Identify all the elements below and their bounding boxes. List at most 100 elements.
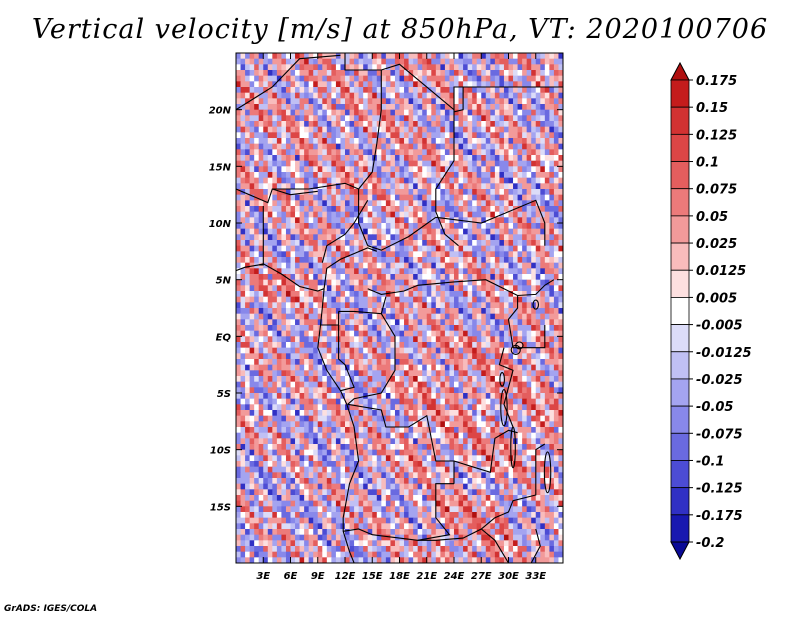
- field-cell: [540, 376, 546, 383]
- field-cell: [390, 228, 396, 235]
- field-cell: [267, 336, 273, 343]
- field-cell: [390, 336, 396, 343]
- field-cell: [304, 155, 310, 162]
- field-cell: [526, 285, 532, 292]
- field-cell: [267, 155, 273, 162]
- field-cell: [422, 370, 428, 377]
- field-cell: [249, 98, 255, 105]
- field-cell: [254, 64, 260, 71]
- field-cell: [508, 228, 514, 235]
- field-cell: [249, 319, 255, 326]
- field-cell: [431, 336, 437, 343]
- field-cell: [272, 274, 278, 281]
- field-cell: [358, 257, 364, 264]
- field-cell: [503, 438, 509, 445]
- field-cell: [267, 70, 273, 77]
- field-cell: [317, 353, 323, 360]
- field-cell: [340, 132, 346, 139]
- field-cell: [553, 132, 559, 139]
- field-cell: [476, 126, 482, 133]
- field-cell: [354, 296, 360, 303]
- field-cell: [358, 376, 364, 383]
- field-cell: [467, 87, 473, 94]
- field-cell: [463, 206, 469, 213]
- field-cell: [349, 200, 355, 207]
- field-cell: [522, 155, 528, 162]
- field-cell: [503, 87, 509, 94]
- field-cell: [363, 438, 369, 445]
- field-cell: [472, 359, 478, 366]
- field-cell: [290, 285, 296, 292]
- field-cell: [494, 115, 500, 122]
- field-cell: [295, 427, 300, 434]
- field-cell: [345, 359, 350, 366]
- field-cell: [494, 410, 500, 417]
- field-cell: [390, 109, 396, 116]
- field-cell: [249, 200, 255, 207]
- field-cell: [349, 92, 355, 99]
- field-cell: [240, 438, 246, 445]
- field-cell: [413, 200, 419, 207]
- field-cell: [331, 325, 337, 332]
- field-cell: [304, 251, 310, 258]
- field-cell: [490, 296, 496, 303]
- field-cell: [558, 427, 563, 434]
- field-cell: [326, 223, 332, 230]
- field-cell: [531, 104, 537, 111]
- field-cell: [503, 160, 509, 167]
- field-cell: [313, 415, 319, 422]
- field-cell: [281, 189, 287, 196]
- field-cell: [426, 58, 432, 65]
- field-cell: [345, 177, 350, 184]
- field-cell: [245, 115, 251, 122]
- field-cell: [499, 336, 505, 343]
- field-cell: [517, 308, 523, 315]
- field-cell: [276, 347, 282, 354]
- field-cell: [472, 104, 478, 111]
- field-cell: [367, 387, 373, 394]
- field-cell: [381, 296, 387, 303]
- field-cell: [267, 274, 273, 281]
- field-cell: [290, 398, 296, 405]
- field-cell: [499, 217, 505, 224]
- field-cell: [267, 342, 273, 349]
- field-cell: [449, 194, 455, 201]
- field-cell: [272, 121, 278, 128]
- field-cell: [236, 126, 241, 133]
- field-cell: [358, 138, 364, 145]
- field-cell: [258, 359, 264, 366]
- field-cell: [363, 58, 369, 65]
- field-cell: [331, 296, 337, 303]
- field-cell: [372, 336, 378, 343]
- field-cell: [526, 296, 532, 303]
- field-cell: [236, 387, 241, 394]
- field-cell: [236, 149, 241, 156]
- field-cell: [267, 115, 273, 122]
- field-cell: [513, 245, 518, 252]
- field-cell: [558, 410, 563, 417]
- field-cell: [467, 410, 473, 417]
- field-cell: [494, 138, 500, 145]
- field-cell: [490, 262, 496, 269]
- field-cell: [513, 177, 518, 184]
- field-cell: [236, 404, 241, 411]
- field-cell: [553, 268, 559, 275]
- field-cell: [276, 217, 282, 224]
- field-cell: [494, 330, 500, 337]
- field-cell: [367, 234, 373, 241]
- field-cell: [526, 245, 532, 252]
- field-cell: [240, 410, 246, 417]
- field-cell: [440, 319, 446, 326]
- field-cell: [363, 444, 369, 451]
- field-cell: [381, 353, 387, 360]
- field-cell: [249, 398, 255, 405]
- field-cell: [276, 251, 282, 258]
- field-cell: [499, 262, 505, 269]
- field-cell: [381, 155, 387, 162]
- field-cell: [290, 347, 296, 354]
- field-cell: [544, 325, 550, 332]
- field-cell: [558, 245, 563, 252]
- field-cell: [503, 370, 509, 377]
- field-cell: [299, 75, 305, 82]
- field-cell: [295, 313, 300, 320]
